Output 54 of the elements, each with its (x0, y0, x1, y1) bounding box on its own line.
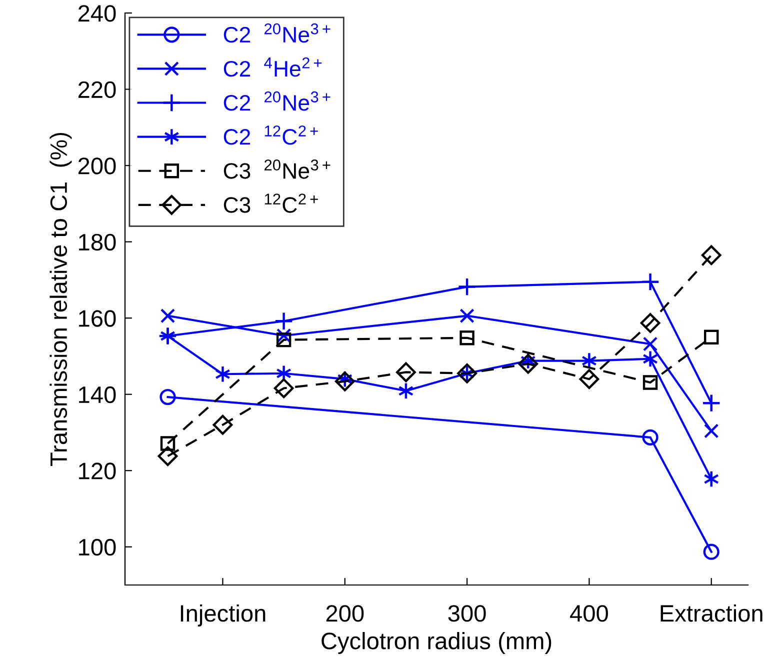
y-tick-label: 160 (79, 310, 116, 327)
y-tick-label: 140 (79, 386, 116, 404)
y-tick-label: 240 (78, 5, 116, 22)
x-tick-label: 400 (570, 605, 608, 622)
y-tick-label: 100 (79, 538, 116, 556)
x-tick-label: 300 (448, 605, 486, 622)
point (704, 424, 719, 438)
point (334, 371, 355, 392)
y-tick-label: 220 (78, 81, 116, 98)
y-tick-label: 180 (79, 234, 116, 251)
point (276, 328, 292, 343)
point (642, 350, 658, 368)
point (276, 332, 292, 348)
point (398, 382, 414, 400)
x-axis-title: Cyclotron radius (mm) (322, 632, 552, 654)
point (703, 544, 720, 560)
point (160, 436, 176, 451)
point (642, 375, 658, 390)
legend-label: C2 $^{20}$Ne$^{3+}$ (224, 91, 330, 111)
point (158, 446, 178, 466)
y-axis-title: Transmission relative to C1 (%) (50, 132, 72, 466)
x-tick-label: 200 (326, 605, 364, 622)
point (460, 308, 474, 324)
point (160, 388, 176, 406)
point (702, 394, 721, 413)
legend-label: C2 $^{12}$C$^{2+}$ (224, 125, 318, 145)
point (640, 272, 660, 292)
point (215, 365, 230, 383)
legend-label: C3 $^{20}$Ne$^{3+}$ (224, 160, 330, 179)
point (701, 245, 722, 266)
y-tick-label: 120 (79, 462, 116, 480)
legend-label: C2 $^{4}$He$^{2+}$ (224, 57, 322, 77)
point (337, 370, 353, 388)
point (274, 378, 294, 398)
point (640, 313, 660, 333)
point (704, 330, 719, 344)
point (704, 470, 720, 488)
y-tick-label: 200 (78, 158, 116, 174)
point (274, 312, 294, 331)
x-tick-label: Extraction (660, 604, 762, 622)
point (518, 354, 538, 374)
point (642, 336, 658, 352)
point (579, 369, 600, 390)
point (460, 330, 474, 346)
x-tick-label: Injection (180, 604, 266, 626)
point (396, 362, 416, 382)
point (212, 414, 233, 435)
point (581, 352, 597, 370)
legend-label: C3 $^{12}$C$^{2+}$ (224, 194, 318, 213)
point (458, 277, 476, 296)
point (520, 352, 536, 370)
point (160, 308, 176, 324)
legend-label: C2 $^{20}$Ne$^{3+}$ (224, 23, 330, 43)
point (642, 429, 658, 446)
